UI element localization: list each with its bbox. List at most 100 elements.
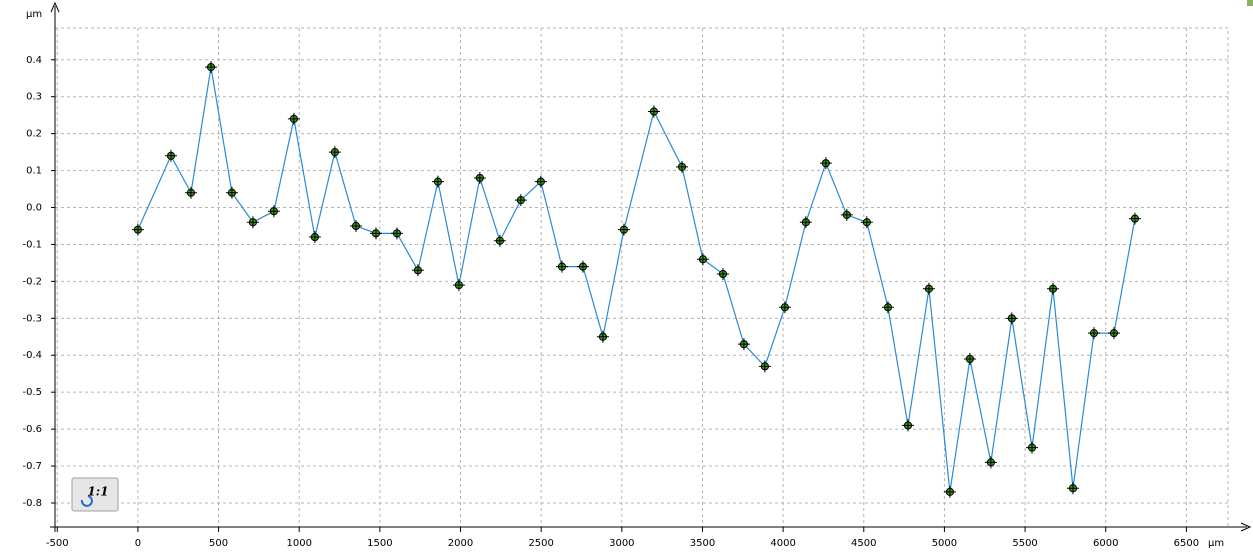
x-tick-label: 0 <box>135 538 141 549</box>
data-point <box>267 205 280 218</box>
data-point <box>246 216 259 229</box>
point-cross <box>840 208 853 221</box>
data-point <box>617 223 630 236</box>
y-tick-label: 0.0 <box>26 203 42 214</box>
x-tick-label: 6000 <box>1093 538 1118 549</box>
data-point <box>349 219 362 232</box>
data-point <box>1087 327 1100 340</box>
data-point <box>225 186 238 199</box>
data-point <box>819 157 832 170</box>
y-tick-label: -0.3 <box>22 313 42 324</box>
point-cross <box>131 223 144 236</box>
data-point <box>758 360 771 373</box>
point-cross <box>617 223 630 236</box>
data-point <box>1005 312 1018 325</box>
point-cross <box>1046 282 1059 295</box>
point-cross <box>328 146 341 159</box>
point-cross <box>452 279 465 292</box>
data-point <box>1128 212 1141 225</box>
data-point <box>716 267 729 280</box>
data-point <box>675 160 688 173</box>
x-tick-label: 3000 <box>609 538 634 549</box>
y-tick-label: -0.8 <box>22 498 42 509</box>
data-point <box>328 146 341 159</box>
data-point <box>696 253 709 266</box>
point-cross <box>576 260 589 273</box>
data-point <box>431 175 444 188</box>
data-point <box>308 231 321 244</box>
data-point <box>287 112 300 125</box>
data-point <box>164 149 177 162</box>
data-point <box>860 216 873 229</box>
data-point <box>1026 441 1039 454</box>
point-cross <box>431 175 444 188</box>
zoom-button[interactable]: 1:1 <box>71 477 119 512</box>
point-cross <box>1026 441 1039 454</box>
point-cross <box>901 419 914 432</box>
data-point <box>204 61 217 74</box>
x-axis-arrow <box>1240 522 1252 532</box>
point-cross <box>184 186 197 199</box>
point-cross <box>881 301 894 314</box>
point-cross <box>675 160 688 173</box>
x-tick-label: 1000 <box>286 538 311 549</box>
data-point <box>411 264 424 277</box>
data-point <box>737 338 750 351</box>
point-cross <box>369 227 382 240</box>
point-cross <box>758 360 771 373</box>
y-tick-label: -0.4 <box>22 350 42 361</box>
point-cross <box>778 301 791 314</box>
data-point <box>369 227 382 240</box>
point-cross <box>473 171 486 184</box>
point-cross <box>819 157 832 170</box>
data-point <box>534 175 547 188</box>
x-tick-label: 1500 <box>367 538 392 549</box>
zoom-button-frame[interactable] <box>71 477 119 512</box>
point-cross <box>534 175 547 188</box>
point-cross <box>1087 327 1100 340</box>
data-point <box>514 194 527 207</box>
point-cross <box>596 330 609 343</box>
data-point <box>596 330 609 343</box>
data-point <box>922 282 935 295</box>
point-cross <box>696 253 709 266</box>
point-cross <box>411 264 424 277</box>
y-tick-label: 0.4 <box>26 55 42 66</box>
point-cross <box>1066 482 1079 495</box>
y-tick-label: -0.2 <box>22 276 42 287</box>
data-point <box>473 171 486 184</box>
point-cross <box>799 216 812 229</box>
data-point <box>452 279 465 292</box>
point-cross <box>287 112 300 125</box>
data-point <box>799 216 812 229</box>
data-point <box>576 260 589 273</box>
point-cross <box>984 456 997 469</box>
x-tick-label: 6500 <box>1174 538 1199 549</box>
y-axis-unit: µm <box>26 9 42 20</box>
x-tick-label: 5500 <box>1012 538 1037 549</box>
data-line <box>137 67 1136 493</box>
data-point <box>963 352 976 365</box>
x-tick-label: 4000 <box>770 538 795 549</box>
point-cross <box>737 338 750 351</box>
y-tick-label: -0.1 <box>22 239 42 250</box>
point-cross <box>555 260 568 273</box>
data-point <box>390 227 403 240</box>
data-point <box>555 260 568 273</box>
y-tick-label: 0.2 <box>26 129 42 140</box>
point-cross <box>349 219 362 232</box>
data-point <box>778 301 791 314</box>
x-tick-label: 3500 <box>690 538 715 549</box>
data-point <box>943 485 956 498</box>
point-cross <box>225 186 238 199</box>
point-cross <box>267 205 280 218</box>
data-point <box>493 234 506 247</box>
point-cross <box>943 485 956 498</box>
x-tick-label: 2500 <box>528 538 553 549</box>
point-cross <box>922 282 935 295</box>
x-tick-label: 2000 <box>448 538 473 549</box>
data-point <box>901 419 914 432</box>
y-tick-label: -0.7 <box>22 461 42 472</box>
point-cross <box>514 194 527 207</box>
